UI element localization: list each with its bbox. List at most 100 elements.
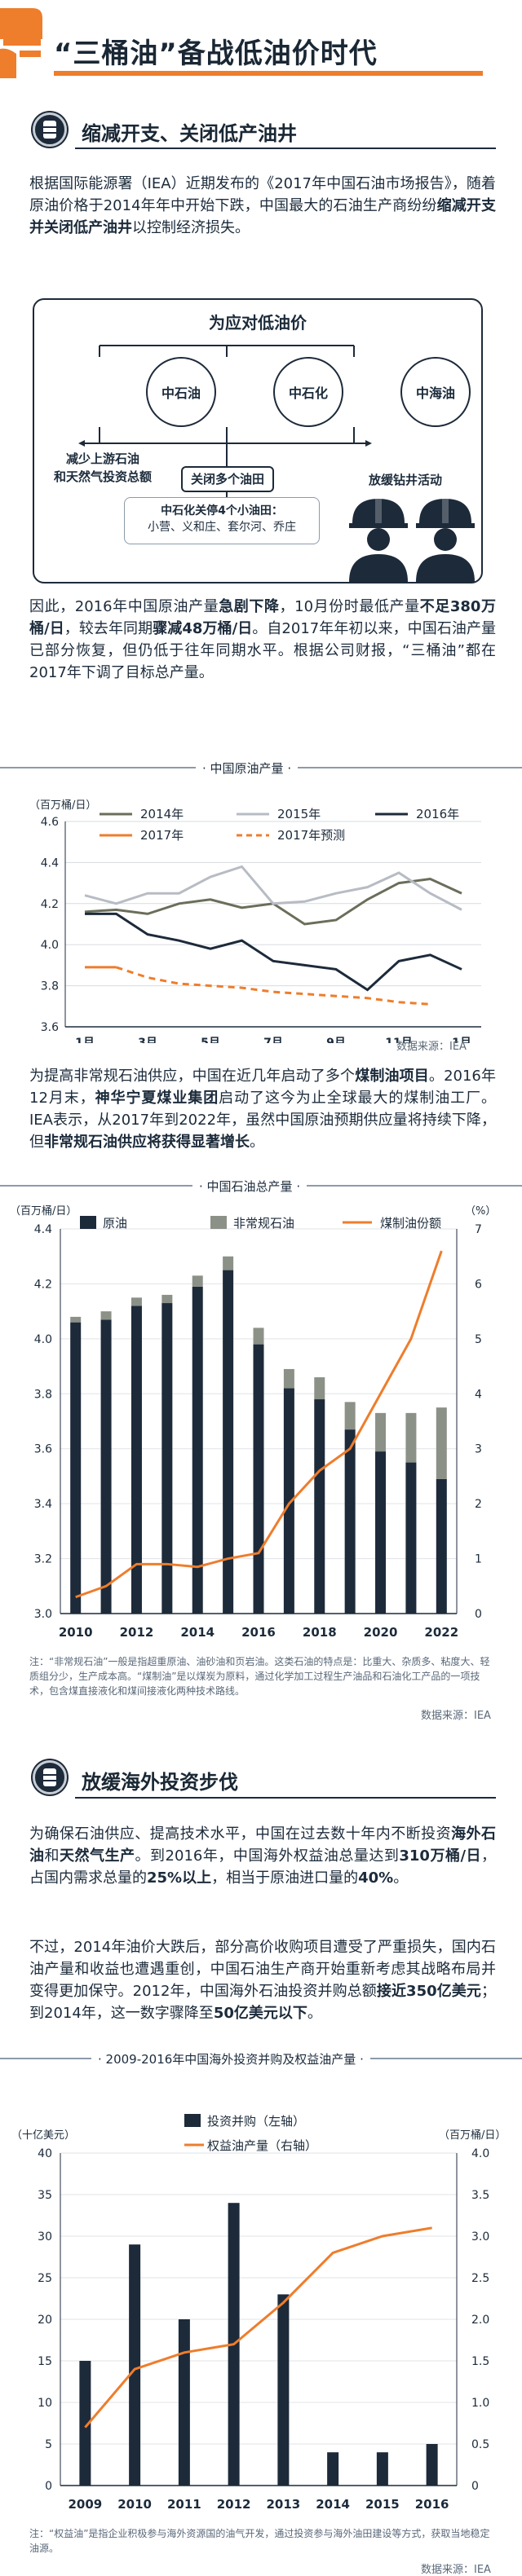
bar-investment (426, 2444, 438, 2486)
total-output-bar-chart: （百万桶/日） （%） 3.0 3.2 3.4 3.6 3.8 4.0 4.2 4.4 0 1 2 3 4 5… (10, 1205, 496, 1640)
y-tick-label: 25 (38, 2272, 52, 2285)
bar-unconventional (100, 1311, 112, 1320)
y-tick-label: 15 (38, 2355, 52, 2368)
body-text: 。 (250, 1134, 264, 1151)
bar-unconventional (314, 1377, 325, 1400)
company-cnooc: 中海油 (400, 357, 471, 427)
y-tick-label-right: 1.0 (471, 2397, 489, 2410)
bar-unconventional (253, 1328, 264, 1345)
y-tick-label-right: 7 (475, 1223, 482, 1236)
bar-unconventional (405, 1412, 417, 1463)
bar-investment (376, 2452, 388, 2486)
legend-swatch (184, 2114, 201, 2127)
x-tick-label: 7月 (263, 1037, 283, 1043)
bar-unconventional (70, 1316, 82, 1323)
emphasis-text: 50亿美元以下 (213, 2005, 307, 2022)
section-title-cut-spending: 缩减开支、关闭低产油井 (82, 122, 297, 145)
y-tick-label: 3.6 (41, 1021, 59, 1034)
x-tick-label: 2012 (120, 1625, 154, 1640)
x-tick-label: 2015 (365, 2497, 400, 2512)
section-divider-2 (75, 1797, 496, 1799)
x-tick-label: 9月 (326, 1037, 346, 1043)
intro-paragraph: 根据国际能源署（IEA）近期发布的《2017年中国石油市场报告》，随着原油价格于… (29, 173, 496, 239)
section-title-overseas: 放缓海外投资步伐 (82, 1771, 238, 1794)
x-tick-label: 2009 (69, 2497, 103, 2512)
y-tick-label-right: 3.0 (471, 2230, 489, 2244)
legend-label: 2017年 (140, 828, 184, 843)
bar-unconventional (283, 1368, 294, 1389)
bar-crude (130, 1306, 142, 1614)
y-axis-label-left: （十亿美元） (11, 2129, 75, 2142)
x-tick-label: 5月 (201, 1037, 220, 1043)
bar-unconventional (161, 1294, 173, 1304)
y-tick-label: 4.2 (34, 1278, 52, 1291)
bar-crude (405, 1462, 417, 1614)
overseas-paragraph: 为确保石油供应、提高技术水平，中国在过去数十年内不断投资海外石油和天然气生产。到… (29, 1823, 496, 1889)
bar-crude (161, 1303, 173, 1614)
y-axis-label-right: （百万桶/日） (439, 2129, 506, 2142)
bar-crude (253, 1344, 264, 1614)
y-tick-label: 0 (45, 2480, 52, 2493)
chart2-source: 数据来源：IEA (421, 1710, 491, 1722)
x-tick-label: 1月 (75, 1037, 95, 1043)
company-sinopec: 中石化 (273, 357, 343, 427)
body-text: 。2016年12月末， (29, 1068, 497, 1107)
body-text: 。到2016年，中国海外权益油总量达到 (135, 1847, 400, 1865)
chart2-note: 注：“非常规石油”一般是指超重原油、油砂油和页岩油。这类石油的特点是：比重大、杂… (29, 1656, 490, 1697)
series-line-0 (84, 878, 462, 926)
emphasis-text: 40% (358, 1869, 394, 1887)
x-tick-label: 2016 (415, 2497, 449, 2512)
chart1-title: · 中国原油产量 · (196, 760, 299, 777)
bar-unconventional (436, 1407, 447, 1479)
legend-label: 2015年 (277, 807, 321, 821)
y-tick-label-right: 0 (475, 1608, 482, 1621)
legend-label: 投资并购（左轴） (207, 2114, 305, 2129)
y-tick-label: 3.8 (41, 980, 59, 993)
legend-swatch (210, 1216, 227, 1229)
legend-label: 非常规石油 (233, 1216, 294, 1231)
legend-label: 权益油产量（右轴） (207, 2138, 317, 2153)
emphasis-text: 非常规石油供应将获得显著增长 (44, 1134, 250, 1151)
y-tick-label-right: 4.0 (471, 2147, 489, 2160)
body-text: 因此，2016年中国原油产量 (29, 598, 219, 615)
oil-workers-icon (349, 499, 475, 582)
series-line-2 (85, 912, 462, 992)
section-divider (75, 148, 496, 149)
y-tick-label: 40 (38, 2147, 52, 2160)
body-text: ，相当于原油进口量的 (211, 1869, 359, 1887)
body-text: ，较去年同期 (64, 620, 153, 637)
emphasis-text: 天然气生产 (60, 1847, 135, 1865)
body-text: 和 (44, 1847, 60, 1865)
chart3-source: 数据来源：IEA (421, 2564, 491, 2576)
y-tick-label-right: 1 (475, 1553, 482, 1566)
bar-investment (277, 2294, 290, 2486)
company-cnpc: 中石油 (146, 357, 216, 427)
y-tick-label: 4.4 (34, 1223, 52, 1236)
y-tick-label: 5 (45, 2438, 52, 2451)
chart1-source: 数据来源：IEA (396, 1041, 467, 1053)
y-tick-label: 10 (38, 2397, 52, 2410)
y-tick-label: 3.4 (34, 1498, 52, 1511)
x-tick-label: 2020 (364, 1625, 398, 1640)
body-text: 。 (307, 2005, 322, 2022)
action-reduce-investment: 减少上游石油 和天然气投资总额 (53, 451, 152, 484)
y-tick-label-right: 2.5 (471, 2272, 489, 2285)
x-tick-label: 2022 (424, 1625, 458, 1640)
y-tick-label-right: 4 (475, 1388, 482, 1401)
body-text: 。 (393, 1869, 409, 1887)
series-line-1 (84, 865, 462, 911)
x-tick-label: 2010 (117, 2497, 152, 2512)
y-tick-label-right: 0 (471, 2480, 479, 2493)
overseas-investment-chart: （十亿美元） （百万桶/日） 0 5 10 15 20 25 30 35 40 0 0.5 1.0 1.5 2… (11, 2114, 506, 2512)
y-tick-label-right: 2 (475, 1498, 482, 1511)
emphasis-text: 海外石油 (29, 1825, 497, 1865)
bar-crude (70, 1322, 82, 1614)
series-line-ctl-share (75, 1250, 443, 1599)
bar-investment (79, 2361, 91, 2486)
body-text: ，占国内需求总量的 (29, 1847, 497, 1887)
chart2-title: · 中国石油总产量 · (192, 1178, 307, 1195)
series-line-4 (116, 966, 431, 1006)
x-tick-label: 2014 (316, 2497, 350, 2512)
chart3-note: 注：“权益油”是指企业积极参与海外资源国的油气开发，通过投资参与海外油田建设等方… (29, 2528, 490, 2554)
emphasis-text: 25%以上 (147, 1869, 212, 1887)
